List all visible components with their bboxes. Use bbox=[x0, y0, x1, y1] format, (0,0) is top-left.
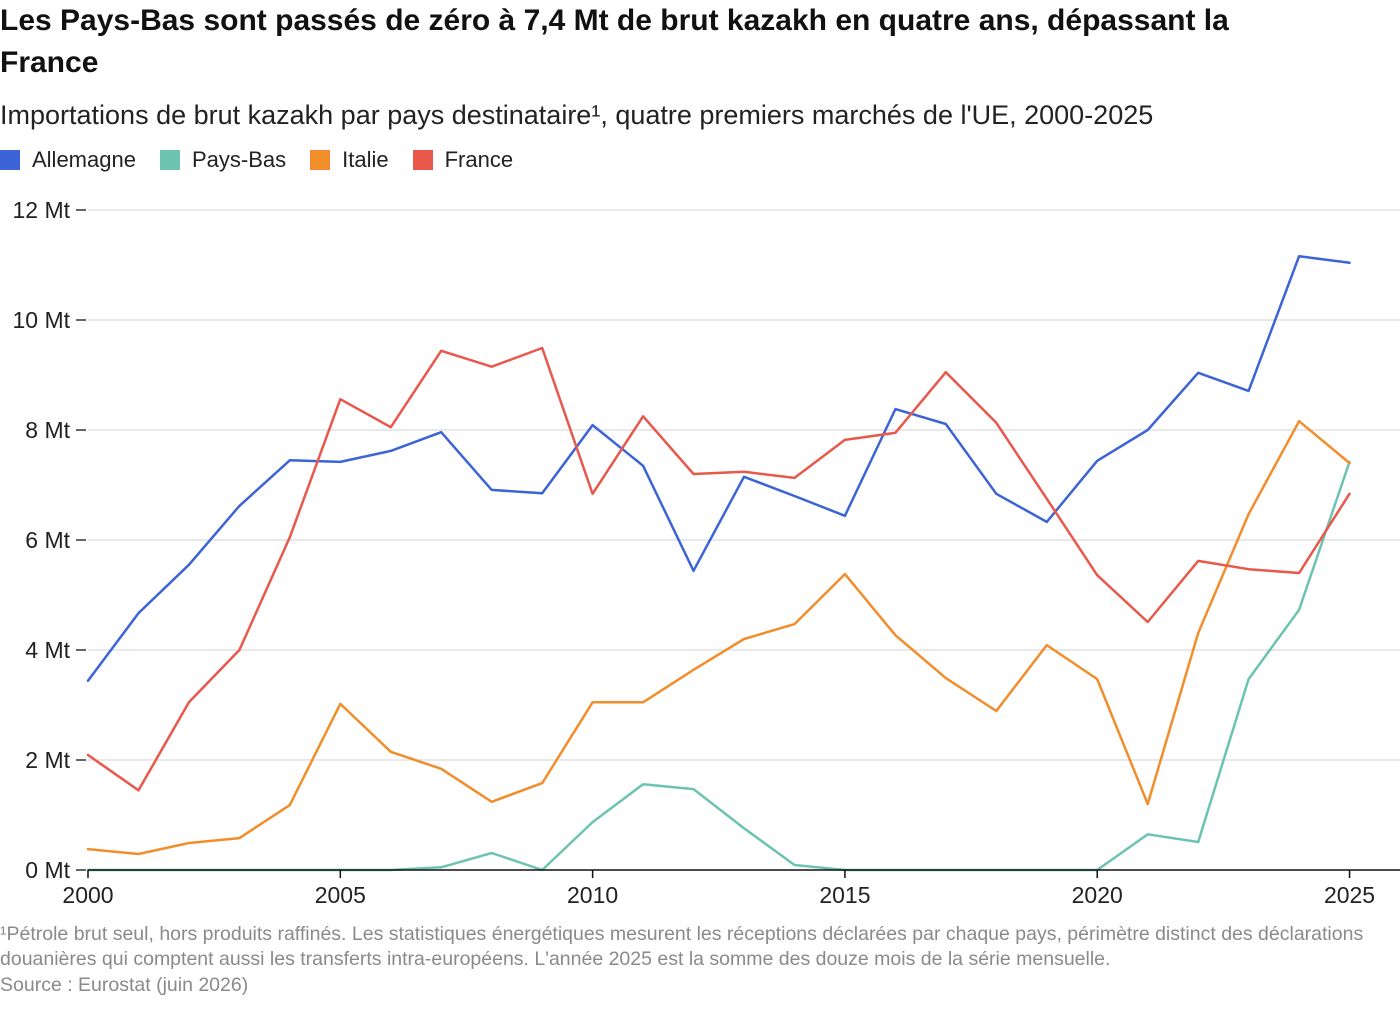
series-line-france bbox=[86, 346, 1351, 792]
y-tick-label: 0 Mt bbox=[25, 857, 70, 883]
y-tick-label: 12 Mt bbox=[12, 197, 70, 223]
source-note: Source : Eurostat (juin 2026) bbox=[0, 973, 249, 996]
series-line-allemagne bbox=[86, 254, 1351, 683]
legend-label-pays-bas: Pays-Bas bbox=[191, 147, 287, 172]
legend: Allemagne Pays-Bas Italie France bbox=[0, 146, 513, 174]
legend-item-france: France bbox=[412, 146, 514, 174]
chart-subtitle: Importations de brut kazakh par pays des… bbox=[0, 100, 1154, 130]
y-tick-label: 10 Mt bbox=[12, 307, 70, 333]
chart-title: Les Pays-Bas sont passés de zéro à 7,4 M… bbox=[0, 4, 1229, 79]
legend-label-italie: Italie bbox=[342, 147, 389, 172]
legend-label-france: France bbox=[444, 147, 514, 172]
legend-item-italie: Italie bbox=[310, 146, 389, 174]
x-tick-label: 2015 bbox=[819, 882, 870, 908]
x-axis: 2000 2005 2010 2015 2020 2025 bbox=[62, 869, 1400, 908]
x-tick-label: 2025 bbox=[1324, 882, 1375, 908]
y-tick-label: 2 Mt bbox=[25, 747, 70, 773]
legend-swatch-italie bbox=[310, 150, 331, 170]
x-tick-label: 2010 bbox=[567, 882, 618, 908]
y-gridlines bbox=[88, 209, 1400, 761]
legend-swatch-france bbox=[412, 150, 433, 170]
footnote: ¹Pétrole brut seul, hors produits raffin… bbox=[0, 923, 1364, 971]
legend-item-allemagne: Allemagne bbox=[0, 146, 136, 174]
series-lines bbox=[86, 254, 1351, 872]
y-tick-label: 4 Mt bbox=[25, 637, 70, 663]
legend-item-pays-bas: Pays-Bas bbox=[159, 146, 287, 174]
y-axis: 0 Mt 2 Mt 4 Mt 6 Mt 8 Mt 10 Mt 12 Mt bbox=[12, 197, 86, 883]
legend-swatch-pays-bas bbox=[159, 150, 180, 170]
series-line-italie bbox=[86, 419, 1351, 856]
legend-swatch-allemagne bbox=[0, 150, 20, 170]
x-tick-label: 2020 bbox=[1072, 882, 1123, 908]
y-tick-label: 8 Mt bbox=[25, 417, 70, 443]
y-tick-label: 6 Mt bbox=[25, 527, 70, 553]
legend-label-allemagne: Allemagne bbox=[32, 147, 136, 172]
chart-notes: ¹Pétrole brut seul, hors produits raffin… bbox=[0, 922, 1392, 998]
x-tick-label: 2000 bbox=[62, 882, 113, 908]
x-tick-label: 2005 bbox=[315, 882, 366, 908]
